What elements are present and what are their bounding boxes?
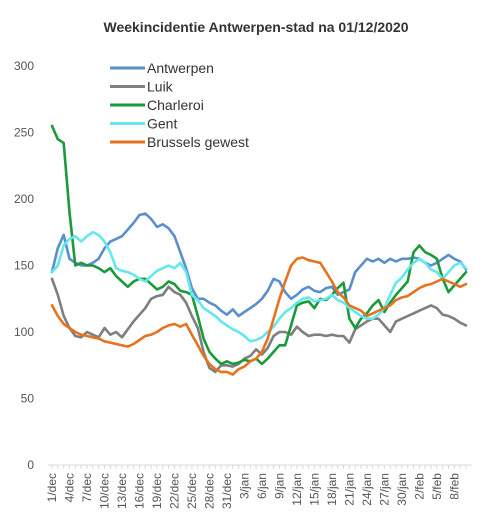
legend-label-gent: Gent [147, 116, 177, 132]
x-tick-label: 27/jan [377, 473, 391, 506]
x-tick-label: 5/feb [430, 473, 444, 500]
series-line-luik [50, 277, 468, 374]
x-tick-label: 21/jan [342, 473, 356, 506]
legend-label-luik: Luik [147, 79, 174, 95]
x-tick-label: 15/jan [307, 473, 321, 506]
y-tick-label: 0 [27, 458, 34, 472]
x-tick-label: 19/dec [150, 473, 164, 509]
x-tick-label: 8/feb [447, 473, 461, 500]
x-tick-label: 24/jan [360, 473, 374, 506]
x-tick-label: 28/dec [202, 473, 216, 509]
y-tick-label: 200 [14, 192, 34, 206]
x-tick-label: 25/dec [185, 473, 199, 509]
chart-title: Weekincidentie Antwerpen-stad na 01/12/2… [103, 19, 408, 35]
x-tick-label: 30/jan [395, 473, 409, 506]
legend-label-antwerpen: Antwerpen [147, 60, 214, 76]
x-tick-label: 16/dec [132, 473, 146, 509]
legend: Antwerpen Luik Charleroi Gent Brussels gewes… [110, 60, 249, 150]
x-tick-label: 12/jan [290, 473, 304, 506]
legend-label-charleroi: Charleroi [147, 97, 204, 113]
x-tick-label: 18/jan [325, 473, 339, 506]
y-tick-label: 150 [14, 259, 34, 273]
x-tick-label: 4/dec [62, 473, 76, 502]
x-tick-label: 2/feb [412, 473, 426, 500]
y-tick-label: 300 [14, 59, 34, 73]
x-tick-label: 31/dec [220, 473, 234, 509]
x-tick-label: 22/dec [167, 473, 181, 509]
y-axis-ticks: 0 50 100 150 200 250 300 [14, 59, 34, 472]
x-tick-label: 7/dec [80, 473, 94, 502]
x-tick-label: 6/jan [255, 473, 269, 499]
series-line-brussels-gewest [50, 256, 468, 376]
y-tick-label: 50 [21, 392, 35, 406]
series-line-gent [50, 230, 468, 343]
x-tick-label: 9/jan [272, 473, 286, 499]
y-tick-label: 100 [14, 325, 34, 339]
x-tick-label: 13/dec [115, 473, 129, 509]
y-tick-label: 250 [14, 126, 34, 140]
x-tick-label: 10/dec [97, 473, 111, 509]
legend-label-brussels-gewest: Brussels gewest [147, 134, 249, 150]
series-line-charleroi [50, 124, 468, 366]
x-axis-ticks: 1/dec 4/dec 7/dec 10/dec 13/dec 16/dec 19/dec 2… [45, 465, 467, 509]
series-line-antwerpen [50, 212, 468, 318]
x-tick-label: 3/jan [237, 473, 251, 499]
series-layer [50, 124, 468, 376]
x-tick-label: 1/dec [45, 473, 59, 502]
